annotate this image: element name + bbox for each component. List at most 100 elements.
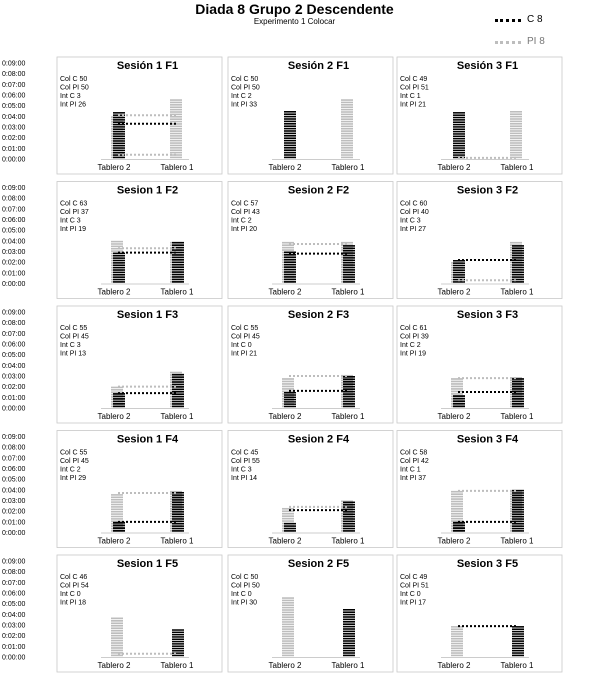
- y-axis-row-5: 0:00:00 0:01:00 0:02:00 0:03:00 0:04:00 0:05:…: [2, 559, 25, 662]
- bar-segment: [453, 527, 465, 530]
- bar-segment: [282, 390, 294, 393]
- bar-segment: [172, 276, 184, 278]
- bar-segment: [343, 633, 355, 635]
- panel-title: Sesión 3 F1: [457, 60, 518, 72]
- bar-segment: [451, 378, 463, 380]
- bar-segment: [170, 139, 182, 142]
- bar-segment: [341, 123, 353, 125]
- bar-segment: [170, 132, 182, 135]
- bar-segment: [451, 637, 463, 640]
- bar-segment: [111, 632, 123, 634]
- bar-segment: [113, 137, 125, 140]
- panel-stat: Col C 55: [60, 450, 87, 457]
- bar-segment: [284, 154, 296, 156]
- bar-segment: [282, 507, 294, 510]
- bar-segment: [512, 249, 524, 252]
- panel-stat: Int C 3: [60, 93, 81, 100]
- bar-segment: [282, 241, 294, 244]
- bar-segment: [172, 278, 184, 281]
- bar-segment: [172, 629, 184, 631]
- bar-segment: [512, 647, 524, 650]
- pi-bar-tablero-1: [510, 111, 522, 159]
- bar-segment: [343, 395, 355, 398]
- bar-segment: [172, 525, 184, 527]
- y-tick-label: 0:05:00: [2, 103, 25, 110]
- bar-segment: [343, 511, 355, 513]
- bar-segment: [512, 525, 524, 527]
- legend-swatch-pi: [495, 41, 521, 44]
- bar-segment: [170, 101, 182, 104]
- bar-segment: [113, 395, 125, 398]
- panel-title: Sesion 2 F2: [288, 185, 349, 197]
- bar-segment: [512, 383, 524, 385]
- bar-segment: [512, 266, 524, 269]
- panel-stat: Int PI 19: [60, 226, 86, 233]
- bar-segment: [510, 503, 522, 505]
- panel-stat: Int PI 19: [400, 351, 426, 358]
- panel-stat: Int C 1: [400, 93, 421, 100]
- bar-segment: [172, 640, 184, 643]
- bar-segment: [453, 121, 465, 123]
- bar-segment: [111, 501, 123, 503]
- bar-segment: [453, 271, 465, 274]
- bar-segment: [451, 628, 463, 631]
- bar-segment: [113, 149, 125, 152]
- bar-segment: [341, 137, 353, 140]
- panel-stat: Col C 55: [60, 325, 87, 332]
- x-tick-label: Tablero 1: [501, 661, 534, 670]
- bar-segment: [282, 606, 294, 609]
- bar-segment: [113, 144, 125, 147]
- bar-segment: [284, 130, 296, 132]
- bar-segment: [453, 154, 465, 156]
- bar-segment: [113, 524, 125, 527]
- bar-segment: [512, 642, 524, 645]
- bar-segment: [113, 264, 125, 267]
- bar-segment: [284, 144, 296, 147]
- bar-segment: [170, 127, 182, 130]
- panel-stat: Int C 2: [400, 342, 421, 349]
- bar-segment: [453, 151, 465, 154]
- bar-segment: [512, 508, 524, 511]
- y-tick-label: 0:00:00: [2, 655, 25, 662]
- y-tick-label: 0:06:00: [2, 217, 25, 224]
- bar-segment: [451, 500, 463, 503]
- bar-segment: [111, 642, 123, 644]
- bar-segment: [510, 123, 522, 125]
- bar-segment: [172, 633, 184, 636]
- x-tick-label: Tablero 2: [438, 661, 471, 670]
- bar-segment: [282, 623, 294, 626]
- panel-stat: Int C 2: [231, 218, 252, 225]
- bar-segment: [451, 508, 463, 510]
- bar-segment: [170, 144, 182, 147]
- bar-segment: [111, 245, 123, 248]
- bar-segment: [343, 259, 355, 262]
- bar-segment: [451, 390, 463, 393]
- bar-segment: [512, 276, 524, 278]
- bar-segment: [341, 127, 353, 130]
- bar-segment: [510, 142, 522, 144]
- y-tick-label: 0:07:00: [2, 580, 25, 587]
- bar-segment: [512, 513, 524, 516]
- bar-segment: [341, 241, 353, 244]
- bar-segment: [113, 529, 125, 532]
- bar-segment: [172, 388, 184, 391]
- bar-segment: [453, 137, 465, 140]
- bar-segment: [170, 149, 182, 152]
- bar-segment: [111, 629, 123, 632]
- bar-segment: [282, 512, 294, 515]
- bar-segment: [341, 132, 353, 135]
- c-bar-tablero-1: [343, 245, 355, 283]
- bar-segment: [451, 380, 463, 383]
- bar-segment: [111, 240, 123, 243]
- bar-segment: [451, 640, 463, 642]
- bar-segment: [282, 637, 294, 640]
- bar-segment: [170, 142, 182, 144]
- bar-segment: [172, 378, 184, 381]
- bar-segment: [284, 151, 296, 154]
- bar-segment: [284, 156, 296, 159]
- panel-title: Sesion 3 F5: [457, 558, 518, 570]
- panel-frame: [227, 181, 394, 299]
- bar-segment: [512, 637, 524, 640]
- y-tick-label: 0:02:00: [2, 509, 25, 516]
- panel-stat: Int C 0: [231, 591, 252, 598]
